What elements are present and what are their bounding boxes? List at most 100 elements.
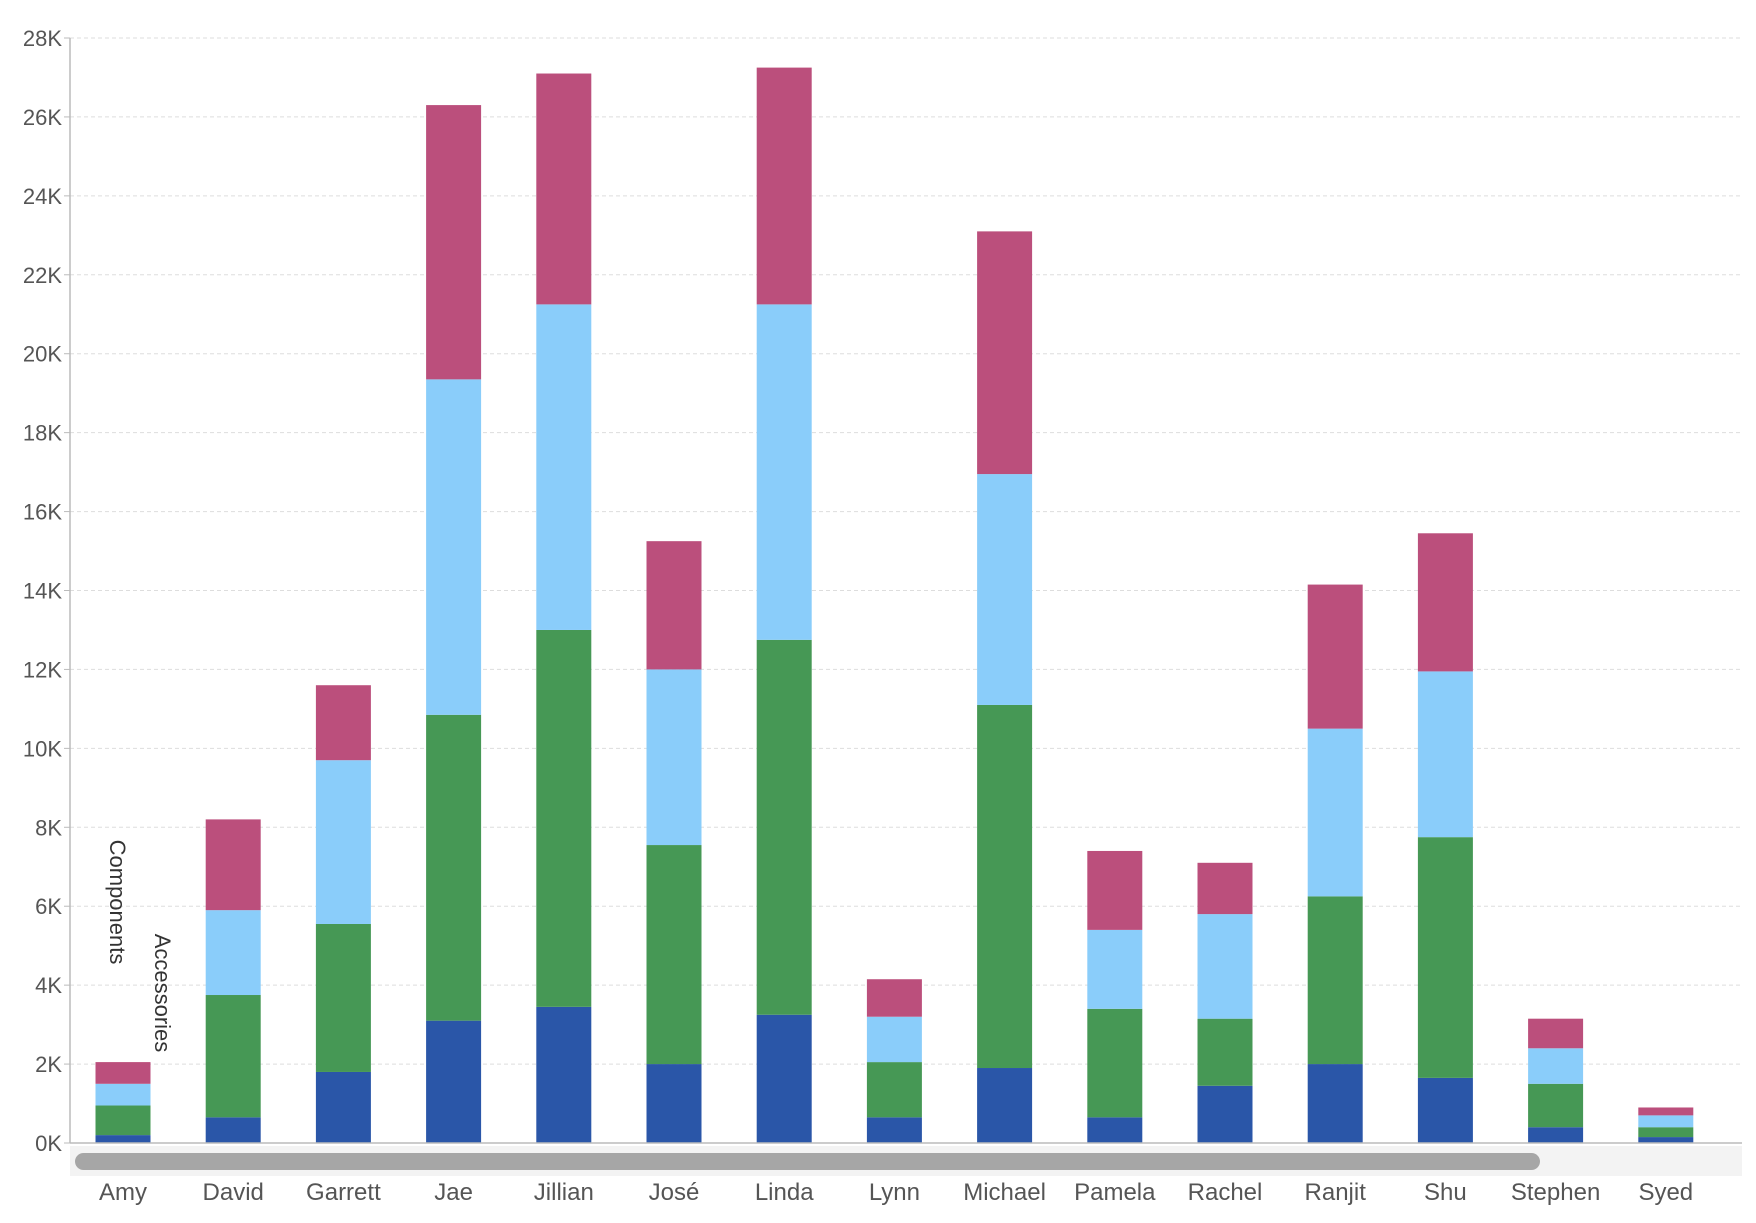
bar-lynn-series-3[interactable] xyxy=(866,979,922,1017)
y-axis-ticks: 0K 2K 4K 6K 8K 10K 12K 14K 16K 18K 20K 22K 24K 26K 28K xyxy=(23,26,70,1156)
bar-shu-series-3[interactable] xyxy=(1417,533,1473,672)
bar-amy-series-1[interactable] xyxy=(95,1105,151,1136)
bar-garrett-series-1[interactable] xyxy=(315,923,371,1072)
y-tick-label: 6K xyxy=(35,894,62,919)
x-tick-label: José xyxy=(649,1179,700,1206)
bar-syed-series-2[interactable] xyxy=(1638,1115,1694,1128)
bar-jillian-series-0[interactable] xyxy=(536,1006,592,1143)
bar-david-series-0[interactable] xyxy=(205,1117,261,1143)
x-tick-label: Jae xyxy=(434,1179,473,1206)
bar-rachel-series-0[interactable] xyxy=(1197,1085,1253,1143)
bar-stephen-series-0[interactable] xyxy=(1528,1127,1584,1143)
bar-pamela-series-3[interactable] xyxy=(1087,850,1143,930)
bar-syed-series-1[interactable] xyxy=(1638,1127,1694,1138)
bar-michael-series-3[interactable] xyxy=(977,231,1033,475)
x-tick-label: Michael xyxy=(963,1179,1046,1206)
bar-rachel-series-2[interactable] xyxy=(1197,914,1253,1019)
bar-stephen-series-2[interactable] xyxy=(1528,1048,1584,1084)
bar-michael-series-1[interactable] xyxy=(977,704,1033,1069)
bar-shu-series-0[interactable] xyxy=(1417,1077,1473,1143)
y-tick-label: 20K xyxy=(23,342,62,367)
bar-garrett-series-2[interactable] xyxy=(315,760,371,924)
bar-shu-series-2[interactable] xyxy=(1417,671,1473,838)
bar-david-series-3[interactable] xyxy=(205,819,261,911)
x-tick-label: David xyxy=(203,1179,264,1206)
x-axis-ticks: Amy David Garrett Jae Jillian José Linda Lynn Mi… xyxy=(99,1179,1693,1206)
y-tick-label: 16K xyxy=(23,500,62,525)
bar-josé-series-0[interactable] xyxy=(646,1064,702,1143)
series-label-components: Components xyxy=(105,840,130,965)
bar-pamela-series-0[interactable] xyxy=(1087,1117,1143,1143)
bar-rachel-series-3[interactable] xyxy=(1197,862,1253,915)
bar-stephen-series-3[interactable] xyxy=(1528,1018,1584,1049)
y-tick-label: 8K xyxy=(35,815,62,840)
bar-pamela-series-2[interactable] xyxy=(1087,929,1143,1009)
bar-amy-series-0[interactable] xyxy=(95,1135,151,1143)
bar-josé-series-2[interactable] xyxy=(646,669,702,846)
bar-michael-series-0[interactable] xyxy=(977,1068,1033,1143)
x-tick-label: Garrett xyxy=(306,1179,381,1206)
bar-syed-series-0[interactable] xyxy=(1638,1137,1694,1143)
bar-jillian-series-3[interactable] xyxy=(536,73,592,305)
bar-linda-series-1[interactable] xyxy=(756,639,812,1015)
x-tick-label: Ranjit xyxy=(1305,1179,1367,1206)
x-tick-label: Syed xyxy=(1638,1179,1693,1206)
x-tick-label: Linda xyxy=(755,1179,814,1206)
y-tick-label: 18K xyxy=(23,421,62,446)
bar-lynn-series-1[interactable] xyxy=(866,1062,922,1118)
bar-ranjit-series-1[interactable] xyxy=(1307,896,1363,1065)
bar-syed-series-3[interactable] xyxy=(1638,1107,1694,1116)
bar-ranjit-series-2[interactable] xyxy=(1307,728,1363,897)
bar-stephen-series-1[interactable] xyxy=(1528,1083,1584,1128)
bar-jae-series-1[interactable] xyxy=(426,714,482,1021)
bar-garrett-series-0[interactable] xyxy=(315,1071,371,1143)
x-tick-label: Shu xyxy=(1424,1179,1467,1206)
y-tick-label: 10K xyxy=(23,736,62,761)
x-tick-label: Amy xyxy=(99,1179,147,1206)
y-tick-label: 22K xyxy=(23,263,62,288)
bar-josé-series-3[interactable] xyxy=(646,541,702,670)
bars xyxy=(95,67,1694,1143)
y-tick-label: 0K xyxy=(35,1131,62,1156)
series-label-accessories: Accessories xyxy=(150,934,175,1053)
x-tick-label: Pamela xyxy=(1074,1179,1156,1206)
y-tick-label: 14K xyxy=(23,579,62,604)
bar-david-series-2[interactable] xyxy=(205,910,261,996)
bar-amy-series-3[interactable] xyxy=(95,1062,151,1084)
bar-jillian-series-1[interactable] xyxy=(536,629,592,1007)
y-tick-label: 24K xyxy=(23,184,62,209)
bar-lynn-series-2[interactable] xyxy=(866,1016,922,1063)
bar-jae-series-2[interactable] xyxy=(426,379,482,715)
bar-jae-series-3[interactable] xyxy=(426,105,482,380)
x-tick-label: Lynn xyxy=(869,1179,920,1206)
bar-jillian-series-2[interactable] xyxy=(536,304,592,630)
y-tick-label: 28K xyxy=(23,26,62,51)
bar-garrett-series-3[interactable] xyxy=(315,685,371,761)
scrollbar-thumb[interactable] xyxy=(75,1153,1540,1170)
series-labels: Components Accessories xyxy=(105,840,175,1053)
bar-linda-series-0[interactable] xyxy=(756,1014,812,1143)
x-tick-label: Stephen xyxy=(1511,1179,1600,1206)
bar-michael-series-2[interactable] xyxy=(977,474,1033,705)
bar-josé-series-1[interactable] xyxy=(646,845,702,1065)
y-tick-label: 4K xyxy=(35,973,62,998)
bar-jae-series-0[interactable] xyxy=(426,1020,482,1143)
bar-linda-series-3[interactable] xyxy=(756,67,812,305)
bar-amy-series-2[interactable] xyxy=(95,1083,151,1106)
bar-shu-series-1[interactable] xyxy=(1417,837,1473,1078)
horizontal-scrollbar[interactable] xyxy=(70,1146,1742,1176)
bar-rachel-series-1[interactable] xyxy=(1197,1018,1253,1086)
bar-ranjit-series-0[interactable] xyxy=(1307,1064,1363,1143)
y-tick-label: 2K xyxy=(35,1052,62,1077)
bar-pamela-series-1[interactable] xyxy=(1087,1008,1143,1118)
x-tick-label: Rachel xyxy=(1188,1179,1263,1206)
y-tick-label: 12K xyxy=(23,657,62,682)
x-tick-label: Jillian xyxy=(534,1179,594,1206)
bar-david-series-1[interactable] xyxy=(205,995,261,1118)
bar-linda-series-2[interactable] xyxy=(756,304,812,640)
y-tick-label: 26K xyxy=(23,105,62,130)
bar-ranjit-series-3[interactable] xyxy=(1307,584,1363,729)
bar-lynn-series-0[interactable] xyxy=(866,1117,922,1143)
